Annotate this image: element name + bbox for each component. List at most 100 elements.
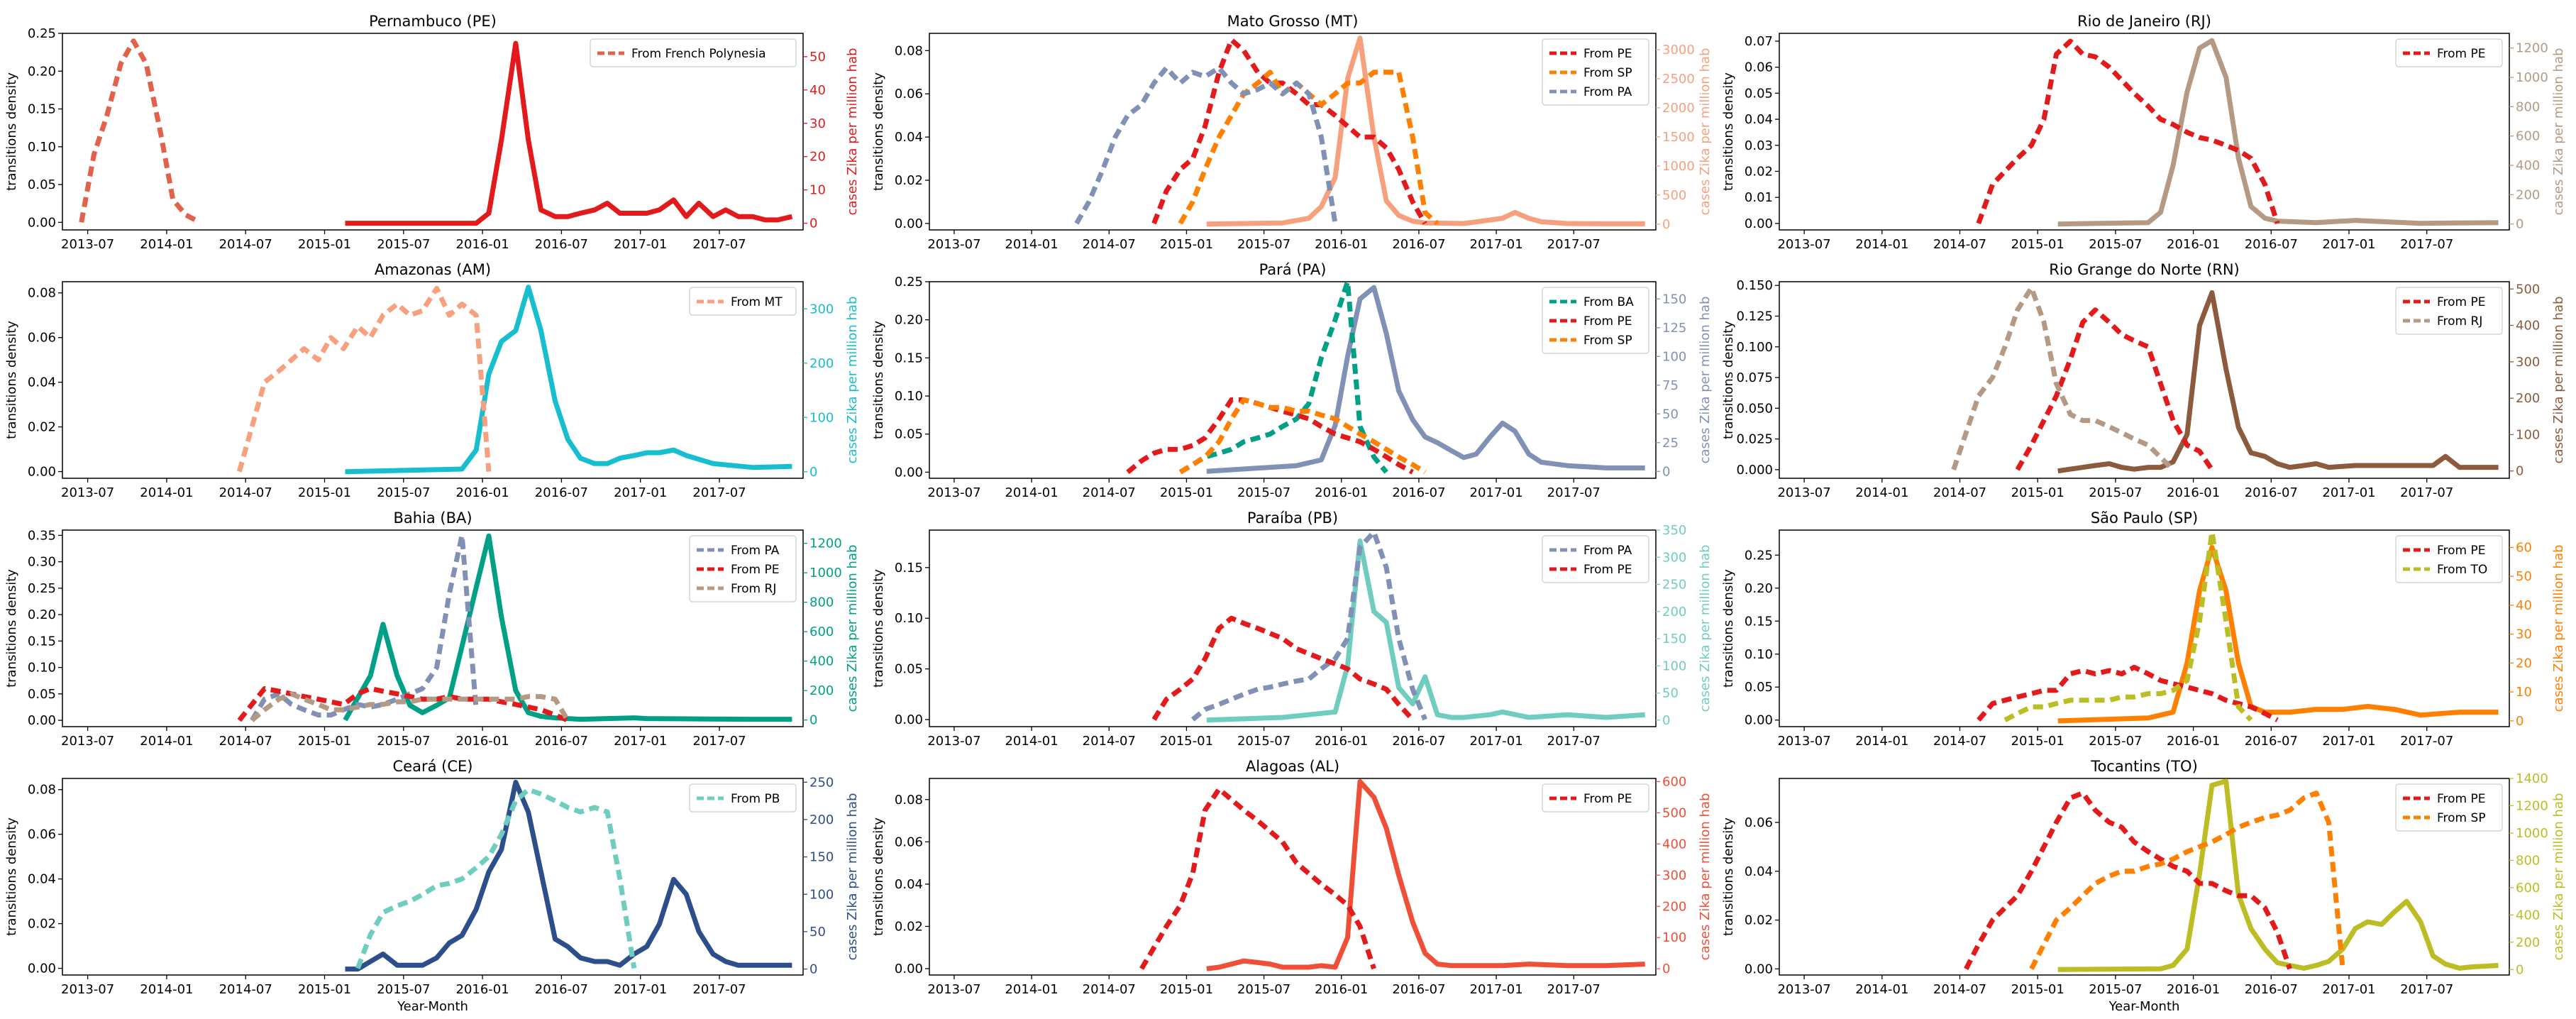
density-line <box>1151 615 1415 722</box>
x-tick-label: 2015-01 <box>298 734 351 749</box>
x-tick-label: 2015-07 <box>1237 237 1290 252</box>
y-tick-label: 0.075 <box>1736 370 1773 385</box>
y-axis-label: transitions density <box>1721 72 1736 191</box>
y2-tick-label: 300 <box>2516 355 2540 370</box>
x-tick-label: 2014-07 <box>1083 237 1136 252</box>
x-tick-label: 2015-07 <box>1237 982 1290 997</box>
panel-title: Tocantins (TO) <box>2090 758 2198 775</box>
y2-tick-label: 10 <box>809 183 826 198</box>
panel-8: Paraíba (PB) 0.00 0.05 0.10 0.15 0 50 100 150 200… <box>871 510 1713 749</box>
x-tick-label: 2015-07 <box>1237 734 1290 749</box>
y2-tick-label: 500 <box>2516 282 2540 297</box>
y-tick-label: 0.000 <box>1736 463 1773 478</box>
y-tick-label: 0.05 <box>1745 680 1773 695</box>
x-tick-label: 2016-01 <box>456 237 509 252</box>
y-tick-label: 0.03 <box>1745 138 1773 153</box>
y-tick-label: 0.04 <box>28 872 56 887</box>
plot-area <box>1951 285 2499 474</box>
y-tick-label: 0.04 <box>895 877 923 892</box>
density-line <box>1964 791 2292 970</box>
y2-tick-label: 1000 <box>1662 159 1695 174</box>
x-tick-label: 2017-01 <box>2322 237 2375 252</box>
plot-area <box>1964 778 2499 972</box>
x-tick-label: 2017-01 <box>2322 734 2375 749</box>
plot-frame <box>1779 529 2510 727</box>
plot-area <box>237 532 792 723</box>
density-line <box>2003 529 2253 722</box>
cases-line <box>345 40 793 226</box>
x-tick-label: 2016-07 <box>1392 982 1445 997</box>
y-tick-label: 0.00 <box>895 465 923 480</box>
x-tick-label: 2016-01 <box>2167 485 2220 500</box>
x-tick-label: 2014-07 <box>1933 982 1986 997</box>
x-tick-label: 2015-01 <box>298 485 351 500</box>
x-tick-label: 2014-01 <box>1855 734 1908 749</box>
legend: From PE From TO <box>2395 535 2503 583</box>
x-tick-label: 2014-01 <box>140 237 193 252</box>
legend-box <box>2395 38 2503 67</box>
y-tick-label: 0.02 <box>895 919 923 934</box>
y-tick-label: 0.25 <box>28 581 56 596</box>
y-tick-label: 0.00 <box>28 465 56 480</box>
y-tick-label: 0.07 <box>1745 34 1773 49</box>
legend-box <box>689 287 797 316</box>
x-tick-label: 2016-01 <box>456 982 509 997</box>
x-tick-label: 2017-07 <box>2400 734 2453 749</box>
y-tick-label: 0.02 <box>28 917 56 932</box>
y2-tick-label: 1000 <box>2516 70 2548 85</box>
legend-box <box>1542 783 1649 813</box>
y2-tick-label: 250 <box>1662 578 1686 593</box>
legend-label: From French Polynesia <box>631 47 766 61</box>
y2-tick-label: 100 <box>809 887 834 902</box>
y-tick-label: 0.150 <box>1736 278 1773 293</box>
cases-line <box>1206 778 1645 971</box>
x-tick-label: 2016-01 <box>456 734 509 749</box>
y-tick-label: 0.20 <box>1745 581 1773 596</box>
y-tick-label: 0.05 <box>895 427 923 442</box>
x-tick-label: 2016-01 <box>456 485 509 500</box>
y2-tick-label: 100 <box>1662 659 1686 673</box>
x-tick-label: 2017-07 <box>1547 485 1601 500</box>
legend-label: From PA <box>1583 544 1632 558</box>
x-tick-label: 2014-07 <box>219 485 272 500</box>
y-axis-label: transitions density <box>4 321 19 439</box>
x-tick-label: 2014-07 <box>1933 734 1986 749</box>
y-tick-label: 0.00 <box>1745 216 1773 231</box>
panel-5: Pará (PA) 0.00 0.05 0.10 0.15 0.20 0.25 0 25 50 75… <box>871 261 1713 500</box>
y-tick-label: 0.05 <box>28 687 56 702</box>
y-tick-label: 0.00 <box>28 713 56 728</box>
panel-3: Rio de Janeiro (RJ) 0.00 0.01 0.02 0.03 0.04 0… <box>1721 13 2566 252</box>
y2-tick-label: 100 <box>2516 427 2540 442</box>
y2-tick-label: 0 <box>2516 217 2524 232</box>
cases-line <box>343 533 792 722</box>
y-tick-label: 0.05 <box>1745 86 1773 101</box>
x-tick-label: 2015-01 <box>1160 982 1213 997</box>
x-tick-label: 2016-07 <box>535 485 588 500</box>
y2-tick-label: 1200 <box>2516 41 2548 56</box>
x-tick-label: 2013-07 <box>927 734 980 749</box>
y-tick-label: 0.10 <box>1745 647 1773 662</box>
y-tick-label: 0.04 <box>895 130 923 145</box>
legend: From PE <box>2395 38 2503 67</box>
y-tick-label: 0.06 <box>895 87 923 101</box>
y2-tick-label: 200 <box>809 683 834 698</box>
y2-tick-label: 50 <box>2516 569 2532 584</box>
y2-tick-label: 600 <box>2516 881 2540 896</box>
y2-tick-label: 20 <box>2516 656 2532 671</box>
y2-tick-label: 1400 <box>2516 771 2548 786</box>
y2-tick-label: 400 <box>2516 158 2540 173</box>
legend-label: From RJ <box>731 582 776 596</box>
x-tick-label: 2016-01 <box>1315 734 1368 749</box>
y-tick-label: 0.06 <box>28 331 56 346</box>
y2-tick-label: 500 <box>1662 805 1686 820</box>
x-tick-label: 2014-07 <box>219 237 272 252</box>
density-line <box>250 532 479 722</box>
y2-tick-label: 2000 <box>1662 101 1695 116</box>
panel-10: Ceará (CE) 0.00 0.02 0.04 0.06 0.08 0 50 100 150 2… <box>4 758 860 1014</box>
x-tick-label: 2016-07 <box>535 734 588 749</box>
panel-title: Mato Grosso (MT) <box>1227 13 1359 30</box>
panel-7: Bahia (BA) 0.00 0.05 0.10 0.15 0.20 0.25 0.30 0.… <box>4 510 860 749</box>
plot-area <box>236 285 792 475</box>
y2-tick-label: 0 <box>2516 962 2524 977</box>
